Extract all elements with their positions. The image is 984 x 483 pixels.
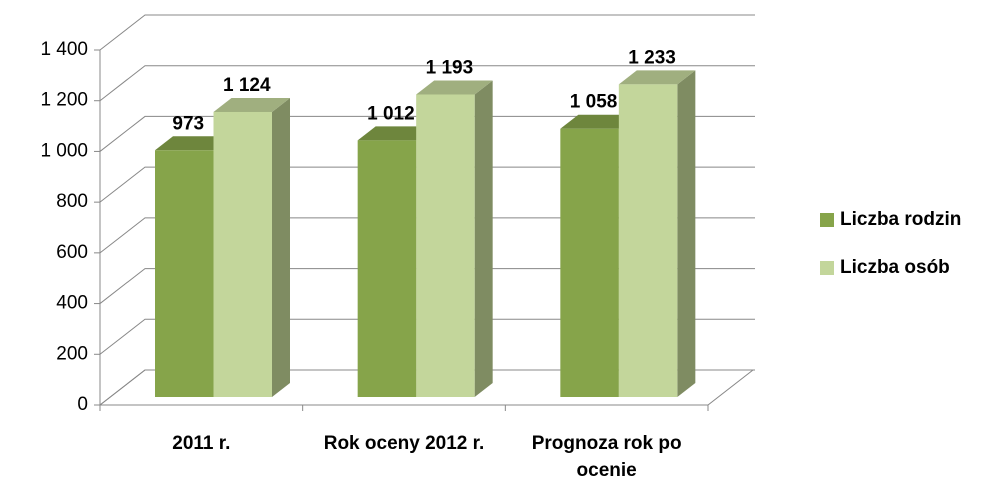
bar-top (416, 80, 493, 95)
bar-side (272, 97, 290, 397)
bar-top (560, 114, 637, 129)
legend-swatch (820, 261, 834, 275)
y-tick-label: 1 000 (40, 140, 88, 161)
legend-swatch (820, 213, 834, 227)
bar-side (677, 70, 696, 397)
y-tick-label: 1 200 (40, 90, 88, 111)
bar (155, 150, 214, 397)
grid-line (99, 115, 755, 152)
data-label: 1 233 (628, 47, 676, 68)
bar (416, 94, 475, 397)
grid-line (99, 318, 755, 355)
data-label: 1 058 (570, 92, 618, 113)
x-tick-label: Prognoza rok po ocenie (531, 433, 682, 481)
bar (560, 128, 619, 397)
y-tick-label: 1 400 (40, 39, 88, 60)
bar-top (213, 97, 290, 112)
bar (618, 84, 678, 397)
grid-line (99, 268, 755, 304)
grid-line (99, 369, 755, 406)
x-tick-label: Rok oceny 2012 r. (323, 433, 485, 454)
data-label: 1 124 (223, 75, 271, 96)
bar-top (357, 126, 435, 141)
grid-line (99, 217, 755, 254)
grid-line (99, 166, 755, 203)
legend-label: Liczba osób (840, 257, 950, 278)
y-tick-label: 0 (77, 394, 88, 415)
y-tick-label: 200 (56, 343, 88, 364)
grid-line (99, 14, 755, 51)
y-tick-label: 800 (56, 191, 88, 212)
bar-side (474, 80, 493, 397)
bar (213, 111, 272, 397)
legend-label: Liczba rodzin (840, 209, 961, 230)
data-label: 1 193 (426, 58, 474, 79)
data-label: 1 012 (367, 103, 415, 124)
bar-top (618, 70, 696, 85)
grid-line (99, 65, 755, 102)
bar (357, 140, 417, 397)
y-tick-label: 400 (56, 293, 88, 314)
data-label: 973 (172, 113, 204, 134)
y-tick-label: 600 (56, 242, 88, 263)
bar-top (155, 136, 232, 151)
x-tick-label: 2011 r. (172, 433, 231, 454)
